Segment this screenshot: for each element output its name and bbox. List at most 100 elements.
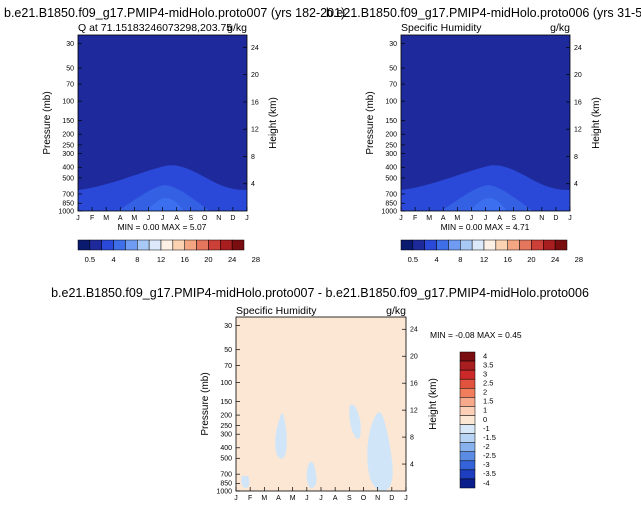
colorbar-label: 12 [480, 255, 488, 264]
colorbar-label: -3 [483, 460, 490, 469]
height-tick-label: 4 [410, 461, 414, 468]
height-tick-label: 12 [574, 127, 582, 134]
colorbar-label: 2.5 [483, 379, 493, 388]
pressure-tick-label: 200 [220, 412, 232, 419]
panel-1-colorbar [77, 239, 245, 251]
panel-1-units: g/kg [227, 22, 247, 34]
panel-3-height-ticks: 4 8 12 16 20 24 [402, 327, 418, 468]
height-tick-label: 8 [574, 154, 578, 161]
panel-3-negative-region [306, 461, 317, 489]
colorbar-swatch [495, 239, 508, 251]
pressure-tick-label: 850 [220, 481, 232, 488]
month-tick-label: J [470, 215, 474, 222]
colorbar-swatch [412, 239, 425, 251]
panel-1-height-ticks: 4 8 12 16 20 24 [243, 45, 259, 188]
month-tick-label: O [525, 215, 531, 222]
panel-2-stats: MIN = 0.00 MAX = 4.71 [441, 222, 530, 232]
colorbar-label: 1 [483, 406, 487, 415]
colorbar-label: -4 [483, 478, 490, 487]
pressure-tick-label: 30 [389, 41, 397, 48]
pressure-tick-label: 300 [62, 151, 74, 158]
colorbar-swatch [172, 239, 185, 251]
pressure-tick-label: 400 [220, 445, 232, 452]
height-tick-label: 20 [410, 354, 418, 361]
month-tick-label: J [399, 215, 403, 222]
height-tick-label: 16 [251, 99, 259, 106]
pressure-tick-label: 100 [220, 380, 232, 387]
colorbar-swatch [101, 239, 114, 251]
month-tick-label: D [553, 215, 558, 222]
panel-2-title: b.e21.B1850.f09_g17.PMIP4-midHolo.proto0… [326, 6, 641, 20]
colorbar-swatch [77, 239, 91, 251]
height-tick-label: 20 [251, 72, 259, 79]
pressure-tick-label: 250 [62, 142, 74, 149]
pressure-tick-label: 70 [389, 82, 397, 89]
colorbar-label: 0.5 [85, 255, 95, 264]
pressure-tick-label: 850 [385, 201, 397, 208]
colorbar-label: 28 [575, 255, 583, 264]
panel-3-ylabel: Pressure (mb) [200, 372, 211, 435]
pressure-tick-label: 30 [66, 41, 74, 48]
height-tick-label: 8 [410, 434, 414, 441]
colorbar-label: 4 [483, 351, 487, 360]
colorbar-label: 20 [527, 255, 535, 264]
pressure-tick-label: 1000 [381, 208, 397, 215]
pressure-tick-label: 50 [224, 347, 232, 354]
pressure-tick-label: 70 [66, 82, 74, 89]
colorbar-swatch [554, 239, 568, 251]
colorbar-swatch [459, 388, 476, 398]
colorbar-swatch [459, 369, 476, 380]
pressure-tick-label: 50 [66, 65, 74, 72]
colorbar-label: -1 [483, 424, 490, 433]
colorbar-label: 12 [157, 255, 165, 264]
pressure-tick-label: 30 [224, 323, 232, 330]
month-tick-label: S [188, 215, 193, 222]
pressure-tick-label: 500 [62, 175, 74, 182]
colorbar-swatch [459, 415, 476, 425]
colorbar-label: 4 [434, 255, 438, 264]
colorbar-label: 0 [483, 415, 487, 424]
month-tick-label: S [347, 495, 352, 502]
colorbar-label: 24 [551, 255, 559, 264]
colorbar-swatch [459, 351, 476, 362]
pressure-tick-label: 200 [62, 132, 74, 139]
colorbar-swatch [459, 378, 476, 389]
pressure-tick-label: 500 [220, 456, 232, 463]
panel-3-colorbar-labels: 4 3.5 3 2.5 2 1.5 1 0 -1 -1.5 -2 -2.5 -3… [483, 351, 496, 487]
panel-1-contour-peak [147, 198, 184, 211]
month-tick-label: S [511, 215, 516, 222]
panel-3: b.e21.B1850.f09_g17.PMIP4-midHolo.proto0… [51, 286, 589, 502]
panel-2-colorbar-labels: 0.5 4 8 12 16 20 24 28 [408, 255, 583, 264]
colorbar-swatch [448, 239, 461, 251]
month-tick-label: J [305, 495, 309, 502]
panel-2: b.e21.B1850.f09_g17.PMIP4-midHolo.proto0… [326, 6, 641, 264]
colorbar-swatch [459, 478, 476, 489]
height-tick-label: 4 [251, 181, 255, 188]
colorbar-swatch [231, 239, 245, 251]
height-tick-label: 16 [410, 381, 418, 388]
colorbar-swatch [459, 424, 476, 434]
panel-2-height-ticks: 4 8 12 16 20 24 [566, 45, 582, 188]
colorbar-swatch [459, 433, 476, 443]
panel-3-units: g/kg [386, 305, 406, 317]
colorbar-swatch [531, 239, 544, 251]
month-tick-label: M [290, 495, 296, 502]
month-tick-label: A [333, 495, 338, 502]
month-tick-label: O [202, 215, 208, 222]
colorbar-swatch [507, 239, 520, 251]
month-tick-label: A [118, 215, 123, 222]
pressure-tick-label: 70 [224, 363, 232, 370]
colorbar-swatch [459, 451, 476, 462]
month-tick-label: A [441, 215, 446, 222]
colorbar-label: 28 [252, 255, 260, 264]
pressure-tick-label: 100 [62, 99, 74, 106]
colorbar-label: 16 [504, 255, 512, 264]
month-tick-label: J [484, 215, 488, 222]
colorbar-swatch [471, 239, 485, 251]
panel-3-stats: MIN = -0.08 MAX = 0.45 [430, 330, 522, 340]
colorbar-label: 3 [483, 369, 487, 378]
pressure-tick-label: 1000 [216, 488, 232, 495]
colorbar-swatch [459, 469, 476, 480]
colorbar-swatch [160, 239, 174, 251]
